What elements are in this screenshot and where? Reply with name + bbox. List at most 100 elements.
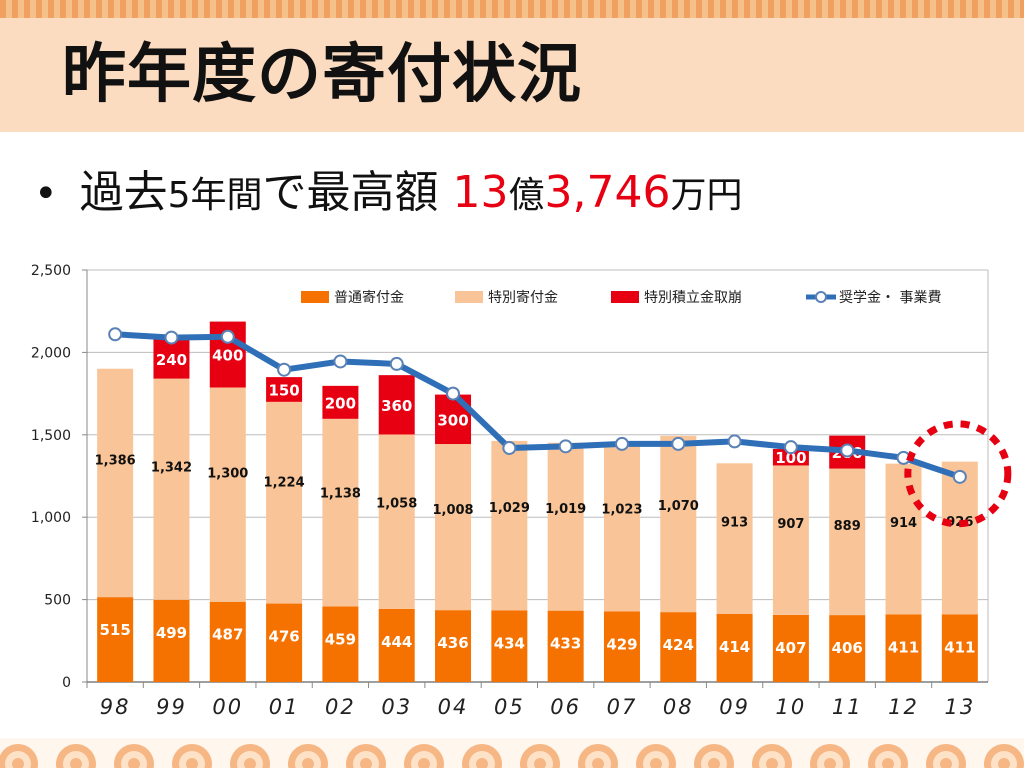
lace-dot xyxy=(128,758,140,770)
bars xyxy=(97,321,978,682)
x-axis: 98 99 00 01 02 03 04 05 06 07 08 09 10 11 12 13 xyxy=(86,682,973,719)
label-general: 414 xyxy=(719,638,750,656)
line-point xyxy=(952,469,967,484)
label-special: 1,342 xyxy=(151,460,192,475)
label-general: 515 xyxy=(100,621,131,639)
line-point xyxy=(840,443,855,458)
y-tick-label: 2,000 xyxy=(31,345,71,361)
label-special: 1,224 xyxy=(264,476,305,491)
decorative-bottom-strip xyxy=(0,738,1024,772)
label-general: 487 xyxy=(212,626,243,644)
line-point xyxy=(333,354,348,369)
bar-special xyxy=(547,442,584,611)
bar-special xyxy=(660,435,697,613)
headline-unit-1: 億 xyxy=(508,175,545,216)
label-general: 429 xyxy=(606,635,637,653)
x-tick-label: 04 xyxy=(438,695,469,719)
bar-special xyxy=(97,368,134,598)
line-point xyxy=(277,362,292,377)
line-path xyxy=(114,331,961,480)
bar-special xyxy=(322,418,359,607)
lace-dot xyxy=(302,758,314,770)
bar-general xyxy=(660,612,697,682)
bar-general xyxy=(209,601,246,682)
bar-special xyxy=(491,440,528,611)
legend-label: 奨学金・ 事業費 xyxy=(839,290,941,306)
label-special: 1,070 xyxy=(658,499,699,514)
label-special: 907 xyxy=(777,517,804,532)
lace-dot xyxy=(244,758,256,770)
headline-amount-1: 13 xyxy=(452,167,509,218)
lace-dot xyxy=(650,758,662,770)
label-special: 1,019 xyxy=(545,502,586,517)
highlight-circle xyxy=(904,420,1012,528)
label-special: 1,300 xyxy=(207,466,248,481)
x-tick-label: 05 xyxy=(494,695,525,719)
legend-label: 特別積立金取崩 xyxy=(644,290,742,306)
label-reserve: 150 xyxy=(268,381,299,399)
label-general: 406 xyxy=(832,639,863,657)
x-tick-label: 07 xyxy=(607,695,638,719)
x-tick-label: 11 xyxy=(832,695,863,719)
line-point xyxy=(446,386,461,401)
y-tick-label: 1,500 xyxy=(31,428,71,444)
legend-label: 普通寄付金 xyxy=(334,289,404,306)
legend-label: 特別寄付金 xyxy=(488,289,558,306)
bar-special xyxy=(153,378,190,600)
line-point xyxy=(108,327,123,342)
lace-pattern xyxy=(0,744,1024,772)
line-point xyxy=(671,436,686,451)
bar-general xyxy=(491,610,528,682)
legend-swatch xyxy=(455,291,483,303)
line-point xyxy=(727,434,742,449)
x-tick-label: 12 xyxy=(888,695,919,719)
x-tick-label: 10 xyxy=(776,695,807,719)
label-general: 434 xyxy=(494,634,525,652)
label-general: 459 xyxy=(325,630,356,648)
lace-dot xyxy=(418,758,430,770)
bar-special xyxy=(266,401,303,604)
bar-general xyxy=(435,610,472,682)
label-general: 444 xyxy=(381,633,412,651)
bar-special xyxy=(378,434,415,609)
lace-dot xyxy=(476,758,488,770)
y-tick-label: 0 xyxy=(62,675,71,691)
label-special: 1,023 xyxy=(601,503,642,518)
x-tick-label: 02 xyxy=(325,695,356,719)
x-tick-label: 99 xyxy=(156,695,187,719)
bar-general xyxy=(153,599,190,682)
bar-special xyxy=(209,387,246,602)
bar-general xyxy=(829,615,866,682)
bar-special xyxy=(603,442,640,612)
lace-dot xyxy=(824,758,836,770)
label-reserve: 360 xyxy=(381,397,412,415)
line-point xyxy=(614,436,629,451)
title-band xyxy=(0,18,1024,132)
bar-reserve xyxy=(322,385,359,419)
line-point xyxy=(783,440,798,455)
x-tick-label: 08 xyxy=(663,695,694,719)
legend-swatch xyxy=(301,291,329,303)
bar-general xyxy=(603,611,640,682)
lace-dot xyxy=(592,758,604,770)
line-point xyxy=(558,439,573,454)
label-general: 411 xyxy=(944,638,975,656)
label-special: 1,138 xyxy=(320,487,361,502)
label-special: 913 xyxy=(721,516,748,531)
bar-general xyxy=(772,614,809,682)
bar-reserve xyxy=(772,448,809,466)
label-reserve: 200 xyxy=(325,394,356,412)
headline-unit-2: 万円 xyxy=(670,175,743,216)
bar-special xyxy=(829,468,866,616)
lace-dot xyxy=(882,758,894,770)
bar-general xyxy=(266,603,303,682)
lace-dot xyxy=(940,758,952,770)
lace-dot xyxy=(186,758,198,770)
page-title: 昨年度の寄付状況 xyxy=(62,38,582,112)
label-general: 476 xyxy=(268,628,299,646)
x-tick-label: 98 xyxy=(100,695,131,719)
x-tick-label: 09 xyxy=(719,695,750,719)
lace-dot xyxy=(708,758,720,770)
x-tick-label: 03 xyxy=(381,695,412,719)
